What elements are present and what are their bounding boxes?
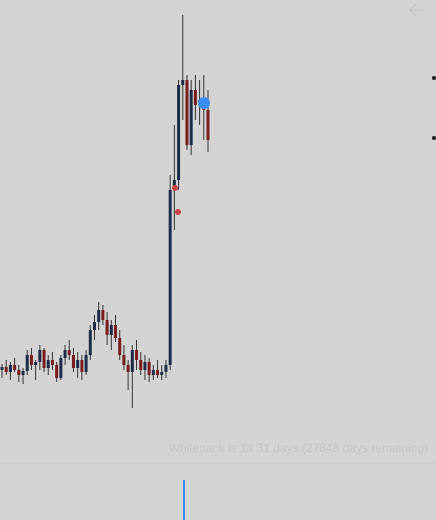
candle-body: [172, 180, 176, 190]
candle-body: [55, 365, 59, 378]
dot: [432, 136, 436, 140]
candle-body: [164, 365, 168, 372]
candle-body: [84, 355, 88, 372]
candle-body: [34, 362, 38, 365]
candle-body: [193, 90, 197, 105]
candle-body: [177, 85, 181, 180]
candle-body: [0, 367, 4, 370]
candle-body: [139, 360, 143, 370]
candle-body: [67, 350, 71, 355]
candle-body: [118, 338, 122, 355]
candle-body: [189, 90, 193, 145]
annotation: Whitepack is 14.31 days (27848 days rema…: [169, 441, 428, 455]
candle-body: [156, 370, 160, 375]
candle-body: [25, 355, 29, 371]
candle-body: [13, 365, 17, 370]
candle-body: [76, 360, 80, 368]
candle-body: [181, 80, 185, 85]
candle-body: [50, 360, 54, 365]
candle-body: [114, 325, 118, 338]
candle-body: [105, 320, 109, 335]
candle-body: [151, 370, 155, 375]
current-marker: [198, 97, 210, 109]
candle-body: [130, 350, 134, 372]
candle-body: [80, 360, 84, 372]
candle-body: [126, 365, 130, 372]
back-arrow[interactable]: [408, 3, 424, 17]
candle-body: [160, 372, 164, 375]
candle-body: [122, 355, 126, 365]
candle-body: [206, 110, 210, 140]
candle-body: [185, 80, 189, 145]
marker: [172, 185, 178, 191]
candle-body: [4, 367, 8, 372]
dot: [432, 76, 436, 80]
candle-body: [46, 360, 50, 368]
candle-body: [143, 362, 147, 370]
candle-body: [168, 190, 172, 365]
candle-body: [92, 322, 96, 330]
marker: [175, 209, 181, 215]
candle-body: [8, 365, 12, 372]
candle-body: [21, 371, 25, 375]
candle-body: [42, 350, 46, 368]
candle-body: [109, 325, 113, 335]
candle-body: [17, 370, 21, 375]
candle-body: [59, 358, 63, 378]
candle-body: [147, 362, 151, 375]
candle-body: [71, 355, 75, 368]
candle-body: [63, 350, 67, 358]
candle-body: [88, 330, 92, 355]
candle-body: [38, 350, 42, 362]
candle-body: [97, 310, 101, 322]
candle-body: [29, 355, 33, 365]
candle-body: [101, 310, 105, 320]
candle-body: [135, 350, 139, 360]
